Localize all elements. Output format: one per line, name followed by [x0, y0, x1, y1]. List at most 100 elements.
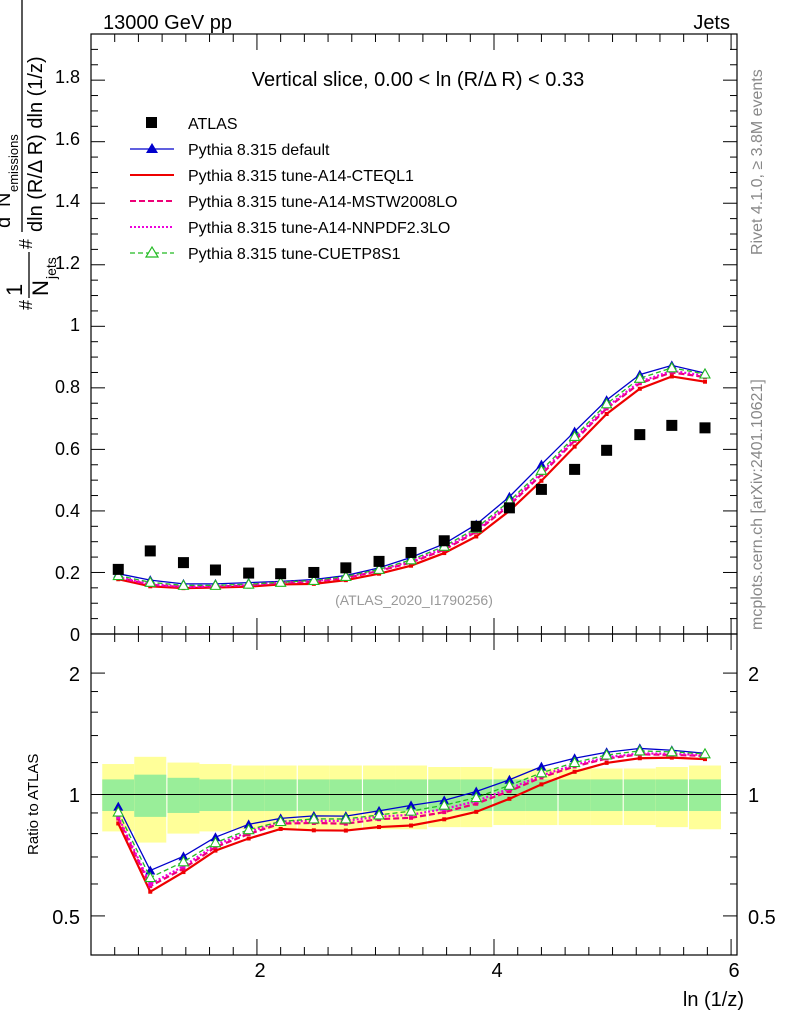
series-2-ratio-point	[539, 775, 544, 780]
series-4-main-point	[177, 579, 190, 590]
atlas-data-point	[275, 568, 287, 580]
series-2-ratio-point	[181, 866, 186, 871]
band-inner	[264, 779, 297, 812]
series-1-main-point	[539, 478, 544, 483]
series-4-ratio-point	[470, 791, 483, 803]
series-4-ratio-point	[339, 812, 352, 824]
series-1-main-point	[474, 534, 479, 539]
series-1-ratio-point	[507, 796, 512, 801]
series-4-ratio-point	[242, 823, 255, 835]
ytick-label: 1.4	[55, 191, 80, 211]
series-4-main-point	[209, 579, 222, 590]
ytick-label: 1.8	[55, 67, 80, 87]
atlas-data-point	[601, 444, 613, 456]
series-4-ratio-point	[373, 808, 385, 820]
ylabel-d2-sup: 2	[0, 209, 3, 216]
legend-label: Pythia 8.315 tune-A14-NNPDF2.3LO	[188, 220, 450, 237]
ytick-label: 0.8	[55, 377, 80, 397]
band-inner	[655, 779, 688, 812]
ratio-ytick-left: 2	[69, 664, 80, 686]
ytick-label: 0	[70, 625, 80, 645]
uncertainty-bands	[102, 756, 721, 843]
atlas-data-point	[405, 546, 417, 558]
series-4-main-point	[665, 361, 678, 373]
legend-label: Pythia 8.315 default	[188, 142, 330, 159]
series-1-ratio-point	[148, 889, 153, 894]
series-4-main-point	[600, 397, 613, 409]
series-1-ratio-point	[474, 809, 479, 814]
series-3-ratio-point	[116, 814, 121, 819]
series-0-main-point	[536, 459, 547, 469]
atlas-data-point	[634, 429, 646, 441]
ratio-ytick-left: 0.5	[52, 907, 80, 929]
series-4-ratio-point	[600, 748, 613, 760]
ylabel-nem: N	[0, 193, 15, 207]
slice-title: Vertical slice, 0.00 < ln (R/Δ R) < 0.33	[252, 69, 584, 91]
main-y-axis-label: # 1 N jets # d 2 N emissions dln (R/Δ R)…	[0, 0, 59, 310]
legend-entry-nnpdf23lo: Pythia 8.315 tune-A14-NNPDF2.3LO	[130, 220, 450, 237]
series-1-main-point	[604, 412, 609, 416]
legend-label: Pythia 8.315 tune-A14-CTEQL1	[188, 168, 414, 185]
atlas-data-point	[243, 567, 255, 579]
series-1-ratio-point	[442, 817, 447, 822]
x-axis-label: ln (1/z)	[683, 989, 744, 1011]
series-4-main-point	[242, 578, 255, 589]
ratio-ytick-right: 2	[748, 664, 759, 686]
series-1-ratio-point	[377, 825, 382, 830]
legend: ATLAS Pythia 8.315 default Pythia 8.315 …	[130, 116, 457, 263]
series-4-ratio-point	[665, 745, 678, 757]
legend-entry-cteql1: Pythia 8.315 tune-A14-CTEQL1	[130, 168, 414, 185]
legend-entry-cuetp8s1: Pythia 8.315 tune-CUETP8S1	[130, 245, 401, 263]
band-inner	[363, 779, 396, 812]
series-0-ratio-point	[536, 761, 547, 771]
band-inner	[297, 779, 330, 812]
atlas-data-point	[535, 483, 547, 495]
analysis-tag: (ATLAS_2020_I1790256)	[335, 592, 493, 608]
atlas-data-point	[699, 422, 711, 434]
series-0-ratio-point	[406, 800, 417, 810]
ytick-label: 0.6	[55, 439, 80, 459]
ratio-y-tick-labels: 0.5 1 2 0.5 1 2	[52, 664, 776, 929]
legend-entry-mstw2008lo: Pythia 8.315 tune-A14-MSTW2008LO	[130, 194, 457, 211]
series-4-ratio-point	[633, 744, 646, 756]
ytick-label: 1.6	[55, 129, 80, 149]
atlas-data-point	[666, 419, 678, 431]
legend-label: Pythia 8.315 tune-A14-MSTW2008LO	[188, 194, 457, 211]
atlas-data-point	[209, 564, 221, 576]
ytick-label: 1	[70, 315, 80, 335]
atlas-data-point	[470, 520, 482, 532]
legend-label: ATLAS	[188, 116, 238, 133]
series-4-main-point	[307, 574, 320, 586]
ratio-ytick-left: 1	[69, 785, 80, 807]
series-4-ratio-point	[568, 756, 581, 768]
series-4-main-point	[568, 430, 581, 442]
series-4-ratio-point	[535, 766, 548, 778]
legend-label: Pythia 8.315 tune-CUETP8S1	[188, 246, 401, 263]
ytick-label: 0.2	[55, 563, 80, 583]
series-1-main-point	[572, 444, 577, 449]
band-inner	[688, 779, 721, 812]
xtick-label: 4	[491, 960, 502, 982]
xtick-label: 6	[728, 960, 739, 982]
ratio-y-axis-label: Ratio to ATLAS	[25, 754, 42, 855]
series-1-main-point	[409, 563, 414, 568]
x-tick-labels: 2 4 6	[254, 960, 739, 982]
ylabel-njets-sub: jets	[43, 257, 59, 280]
header-left: 13000 GeV pp	[103, 12, 232, 34]
series-4-main-point	[274, 576, 287, 587]
band-inner	[329, 779, 362, 812]
series-4-main-point	[699, 367, 711, 379]
rivet-version-label: Rivet 4.1.0, ≥ 3.8M events	[749, 69, 766, 255]
series-4-ratio-point	[209, 836, 222, 848]
series-4-main-point	[535, 464, 548, 475]
ylabel-one: 1	[2, 284, 27, 296]
header-right: Jets	[693, 12, 730, 34]
atlas-data-point	[340, 562, 352, 574]
series-4-ratio-point	[177, 855, 190, 867]
series-4-main-point	[339, 570, 352, 582]
atlas-data-point	[112, 563, 124, 575]
series-1-main-point	[637, 386, 642, 391]
series-1-ratio-point	[343, 828, 348, 833]
band-inner	[134, 774, 167, 817]
series-1-ratio-point	[116, 821, 121, 826]
